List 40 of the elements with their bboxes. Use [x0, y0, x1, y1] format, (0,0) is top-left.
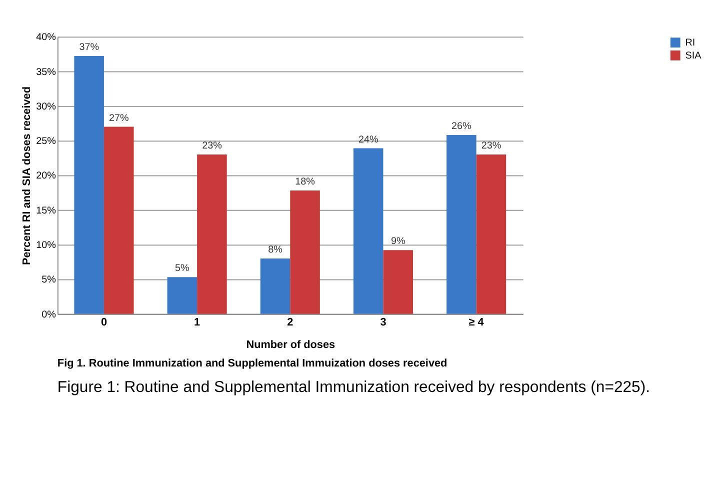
data-label: 26% — [452, 121, 472, 132]
bar — [167, 277, 198, 314]
y-tick-label: 10% — [36, 240, 56, 252]
y-tick-label: 20% — [36, 170, 56, 182]
data-label: 23% — [202, 140, 222, 152]
y-tick-label: 0% — [42, 309, 56, 320]
caption: Figure 1: Routine and Supplemental Immunization received by respondents (n=225). — [57, 379, 650, 396]
x-tick-label: 2 — [287, 316, 294, 328]
data-label: 37% — [79, 42, 100, 54]
y-tick-label: 40% — [36, 32, 56, 44]
y-tick-label: 5% — [42, 274, 56, 286]
y-tick-label: 35% — [36, 66, 56, 78]
bar — [476, 154, 506, 314]
data-label: 24% — [358, 134, 378, 146]
bar — [104, 126, 134, 314]
x-tick-label: 1 — [194, 316, 200, 328]
data-label: 27% — [108, 112, 129, 124]
bar — [197, 154, 227, 314]
y-tick-label: 25% — [36, 136, 56, 148]
bar — [290, 190, 320, 314]
y-tick-label: 30% — [36, 101, 56, 112]
y-axis-title: Percent RI and SIA doses received — [21, 86, 34, 266]
bar — [353, 148, 384, 314]
x-tick-label: 3 — [380, 316, 386, 328]
data-label: 23% — [481, 140, 502, 152]
legend-label: RI — [685, 38, 696, 49]
data-label: 9% — [390, 236, 406, 248]
y-tick-label: 15% — [36, 205, 56, 216]
caption: Fig 1. Routine Immunization and Supplemental Immuization doses received — [57, 357, 448, 370]
data-label: 8% — [268, 244, 283, 256]
data-label: 18% — [295, 176, 316, 188]
bar — [446, 135, 476, 314]
bar — [74, 56, 104, 314]
legend-label: SIA — [685, 50, 702, 62]
bar — [260, 258, 290, 314]
x-tick-label: ≥ 4 — [468, 316, 484, 328]
data-label: 5% — [175, 263, 190, 274]
x-axis-title: Number of doses — [246, 339, 336, 352]
bar — [383, 250, 414, 314]
x-tick-label: 0 — [100, 316, 108, 328]
